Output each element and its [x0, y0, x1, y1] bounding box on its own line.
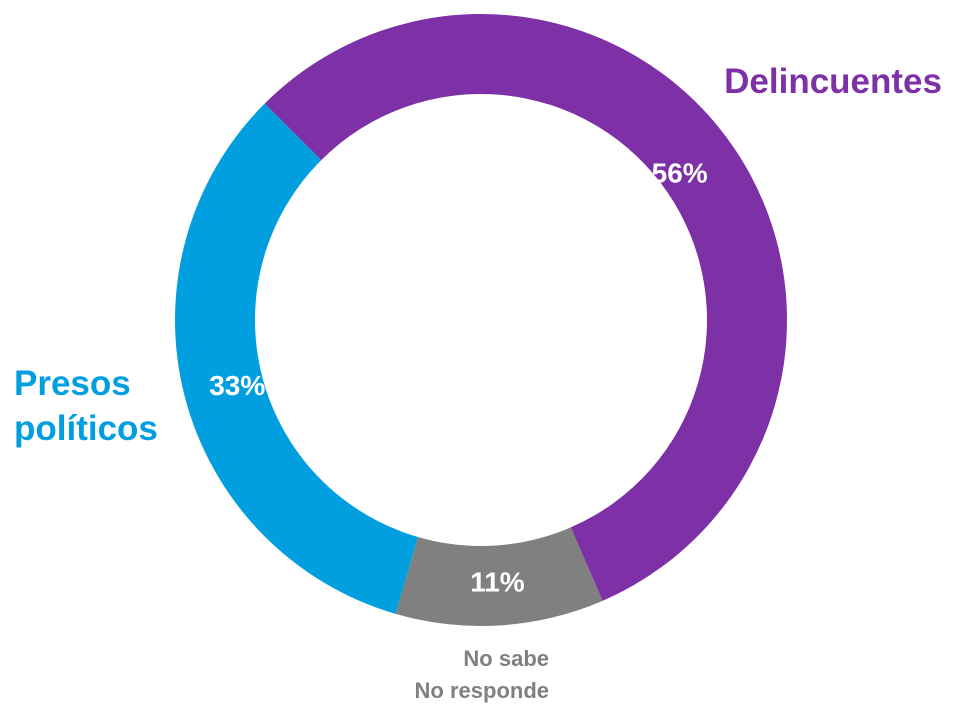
value-labels: 56% 11% 33% [209, 158, 708, 598]
category-label-line: No sabe [463, 646, 549, 671]
category-label-line: políticos [14, 409, 158, 448]
category-labels: Delincuentes No sabe No responde Presos polí… [14, 62, 942, 703]
category-label-presos-politicos: Presos políticos [14, 364, 158, 448]
category-label-line: Delincuentes [724, 62, 942, 101]
category-label-no-sabe-no-responde: No sabe No responde [415, 646, 549, 703]
slice-presos-politicos [174, 103, 418, 614]
slices-layer [174, 14, 787, 626]
value-label-presos-politicos: 33% [209, 370, 265, 401]
category-label-line: No responde [415, 678, 549, 703]
value-label-no-sabe-no-responde: 11% [470, 566, 525, 597]
slice-delincuentes [264, 14, 787, 601]
value-label-delincuentes: 56% [652, 158, 708, 189]
slice-no-sabe-no-responde [395, 527, 603, 626]
category-label-line: Presos [14, 364, 131, 403]
category-label-delincuentes: Delincuentes [724, 62, 942, 101]
